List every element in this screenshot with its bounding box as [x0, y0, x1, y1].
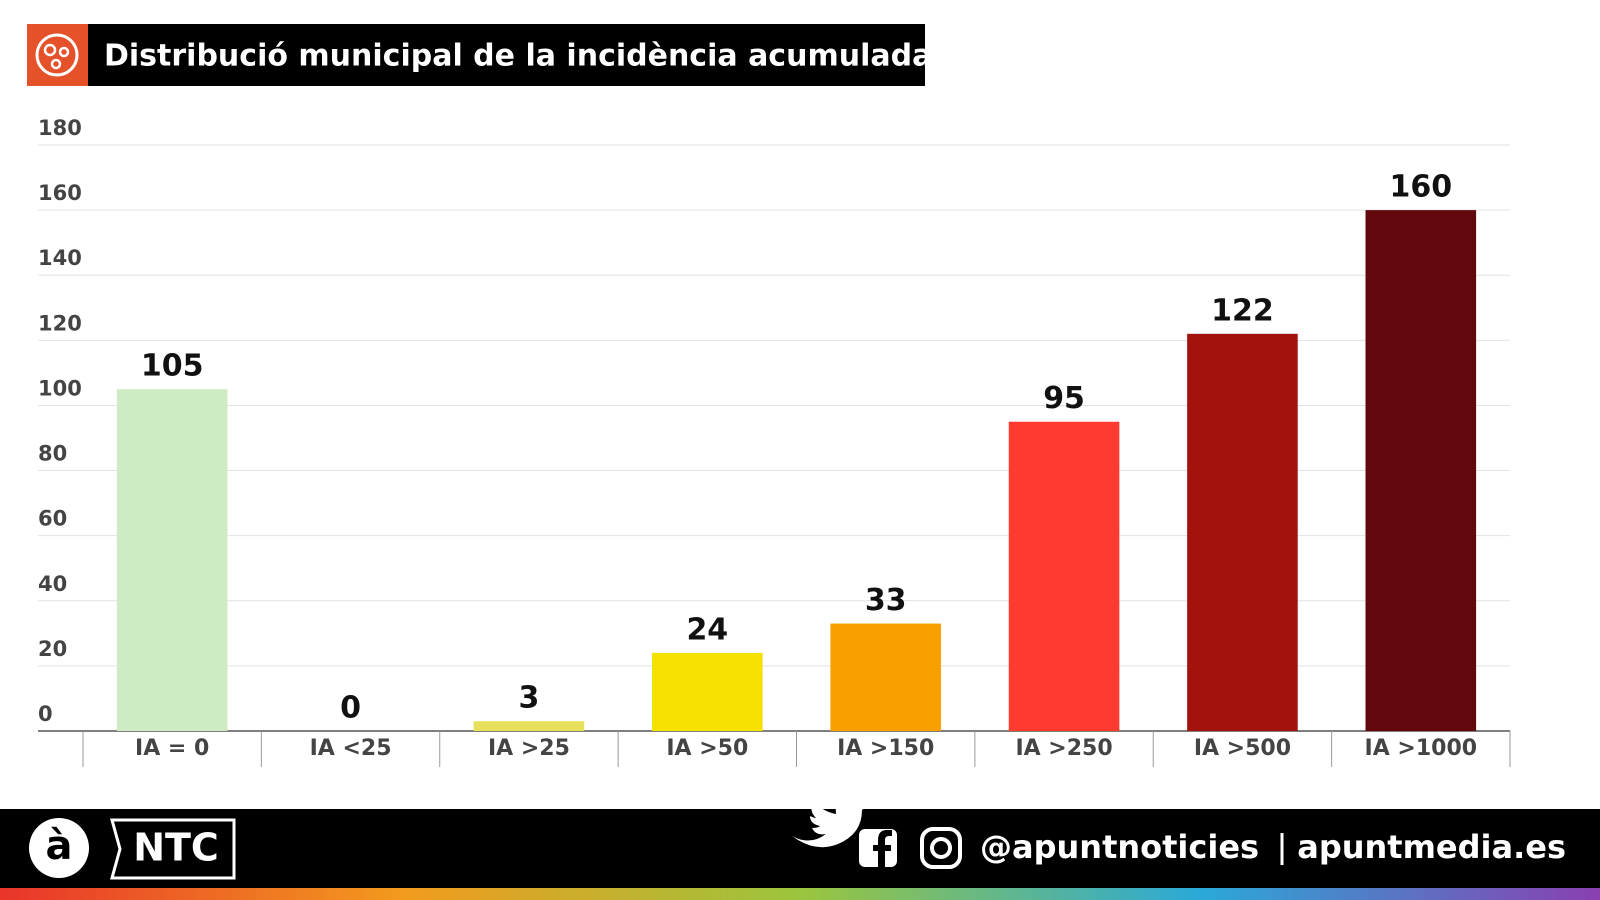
bar	[830, 623, 941, 731]
x-tick-label: IA >1000	[1365, 736, 1478, 761]
value-label: 122	[1211, 293, 1274, 328]
bar	[652, 652, 763, 731]
x-tick-label: IA >500	[1194, 736, 1291, 761]
x-tick-label: IA >25	[488, 736, 570, 761]
value-label: 105	[141, 349, 204, 384]
y-tick-label: 100	[38, 376, 82, 400]
footer-strip	[0, 888, 1600, 900]
brand-box	[110, 818, 236, 880]
value-label: 95	[1043, 381, 1085, 416]
bar	[1187, 333, 1298, 731]
y-tick-label: 80	[38, 442, 67, 466]
x-tick-label: IA >250	[1015, 736, 1112, 761]
y-tick-label: 0	[38, 702, 53, 726]
y-tick-label: 180	[38, 116, 82, 140]
chart-title: Distribució municipal de la incidència a…	[104, 39, 932, 74]
value-label: 0	[340, 691, 361, 726]
y-tick-label: 60	[38, 507, 67, 531]
y-tick-label: 40	[38, 572, 67, 596]
x-tick-label: IA = 0	[135, 736, 209, 761]
brand: NTC	[133, 826, 219, 870]
value-label: 24	[686, 612, 728, 647]
icon-dot	[50, 58, 62, 70]
icon-dot	[58, 46, 70, 58]
value-label: 3	[519, 681, 540, 716]
bar	[116, 389, 228, 731]
bar	[473, 721, 585, 731]
logo-circle	[29, 818, 89, 878]
footer-bar	[0, 809, 1600, 888]
y-tick-label: 20	[38, 637, 67, 661]
instagram-lens	[930, 837, 952, 859]
icon-dot	[43, 43, 57, 57]
title-box	[27, 24, 925, 86]
logo: à	[46, 823, 73, 869]
bar	[1008, 421, 1120, 731]
instagram-icon	[920, 827, 962, 869]
twitter-icon	[792, 798, 868, 848]
icon-virus	[35, 33, 79, 77]
value-label: 160	[1390, 170, 1453, 205]
y-tick-label: 140	[38, 246, 82, 270]
y-tick-label: 160	[38, 181, 82, 205]
footer-handle: @apuntnoticies	[980, 828, 1259, 866]
y-tick-label: 120	[38, 311, 82, 335]
bar	[1365, 210, 1477, 732]
x-tick-label: IA <25	[310, 736, 392, 761]
value-label: 33	[865, 583, 907, 618]
x-tick-label: IA >150	[837, 736, 934, 761]
facebook-f	[873, 830, 892, 867]
x-tick-label: IA >50	[666, 736, 748, 761]
footer-website: apuntmedia.es	[1297, 828, 1566, 866]
